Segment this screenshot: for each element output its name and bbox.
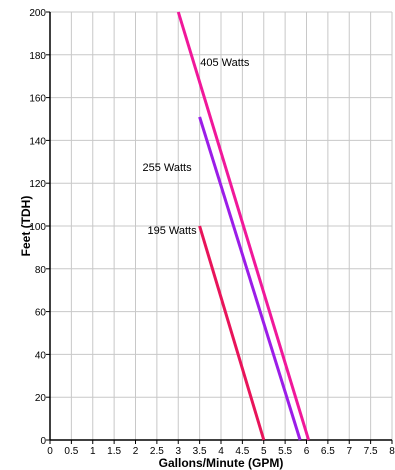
series-lines [176,11,311,441]
x-tick-label: 3 [175,446,181,457]
series-label-0: 195 Watts [148,225,198,237]
x-tick-label: 2 [133,446,139,457]
y-tick-label: 120 [29,179,46,190]
y-tick-label: 200 [29,8,46,19]
x-tick-label: 0 [47,446,53,457]
grid [49,11,393,441]
series-label-1: 255 Watts [143,162,193,174]
x-tick-label: 5.5 [278,446,292,457]
x-tick-label: 2.5 [150,446,164,457]
x-tick-label: 4.5 [235,446,249,457]
y-tick-label: 0 [40,436,46,447]
x-tick-label: 7.5 [364,446,378,457]
y-tick-label: 140 [29,136,46,147]
x-tick-labels: 0 0.5 1 1.5 2 2.5 3 3.5 4 4.5 5 5.5 6 6.5 7 7.5 8 [47,446,395,457]
x-tick-label: 3.5 [193,446,207,457]
y-tick-label: 40 [35,350,47,361]
y-tick-label: 100 [29,222,46,233]
x-tick-label: 0.5 [64,446,78,457]
series-label-2: 405 Watts [200,57,250,69]
y-tick-label: 160 [29,94,46,105]
series-line-1 [198,116,302,441]
x-tick-label: 1 [90,446,96,457]
y-axis-title: Feet (TDH) [19,196,33,257]
y-tick-label: 60 [35,308,47,319]
x-tick-label: 6 [304,446,310,457]
x-tick-label: 8 [389,446,395,457]
x-tick-label: 4 [218,446,224,457]
y-tick-label: 180 [29,51,46,62]
series-line-2 [176,11,311,441]
y-tick-labels: 0 20 40 60 80 100 120 140 160 180 200 [29,8,46,447]
series-line-0 [198,225,266,441]
x-axis-title: Gallons/Minute (GPM) [159,456,284,470]
y-tick-label: 80 [35,265,47,276]
series-labels: 195 Watts 255 Watts 405 Watts [143,57,250,237]
y-tick-label: 20 [35,393,47,404]
x-tick-label: 1.5 [107,446,121,457]
axes [46,11,393,444]
x-tick-label: 6.5 [321,446,335,457]
x-tick-label: 7 [346,446,352,457]
x-tick-label: 5 [261,446,267,457]
